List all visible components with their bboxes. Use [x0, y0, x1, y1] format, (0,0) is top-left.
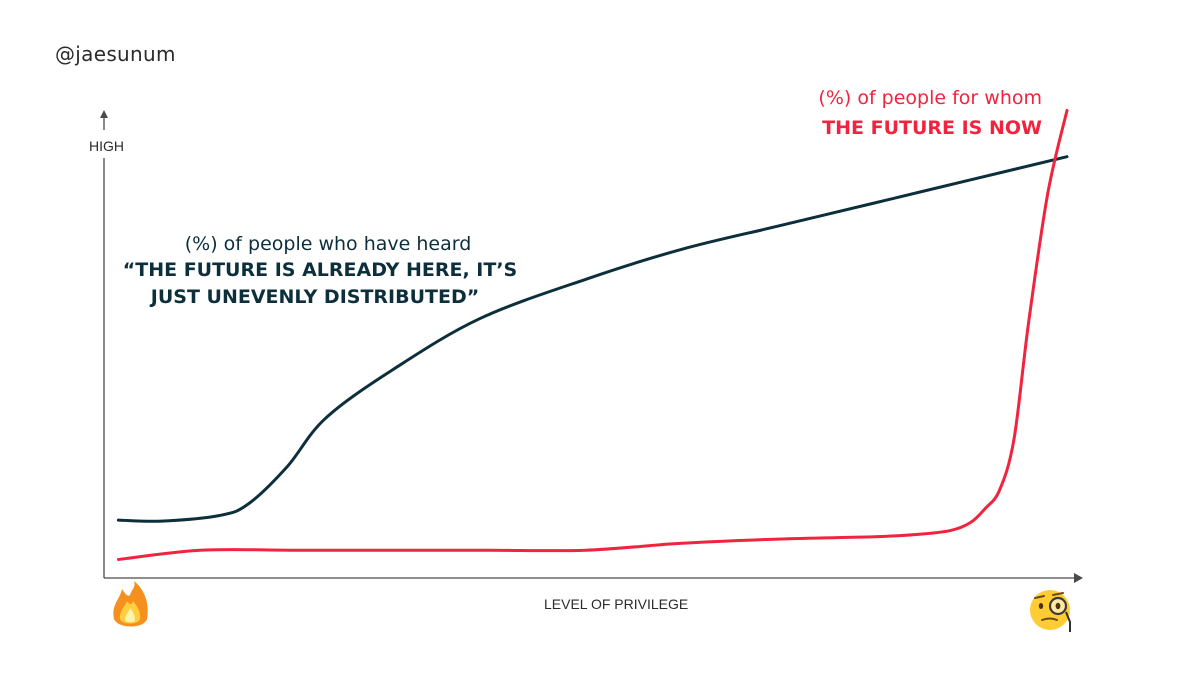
x-axis-label: LEVEL OF PRIVILEGE	[544, 596, 688, 612]
annotation-future-now-line-2: THE FUTURE IS NOW	[822, 117, 1042, 139]
annotation-heard-line-3: JUST UNEVENLY DISTRIBUTED”	[149, 286, 479, 308]
x-axis-arrowhead	[1074, 573, 1083, 583]
annotation-heard-line-1: (%) of people who have heard	[185, 233, 472, 255]
y-axis-label: HIGH	[89, 138, 124, 154]
annotation-heard-line-2: “THE FUTURE IS ALREADY HERE, IT’S	[123, 259, 517, 281]
monocle-face-icon	[1030, 590, 1071, 632]
series-line-future-now	[116, 108, 1069, 561]
annotation-future-now: (%) of people for whom THE FUTURE IS NOW	[818, 87, 1042, 139]
fire-icon	[113, 581, 148, 627]
author-handle: @jaesunum	[55, 42, 176, 66]
y-axis-arrowhead	[100, 110, 108, 118]
series-line-heard	[116, 155, 1069, 523]
series-layer	[116, 108, 1069, 561]
annotation-future-now-line-1: (%) of people for whom	[818, 87, 1042, 109]
annotation-heard: (%) of people who have heard “THE FUTURE…	[123, 233, 517, 308]
